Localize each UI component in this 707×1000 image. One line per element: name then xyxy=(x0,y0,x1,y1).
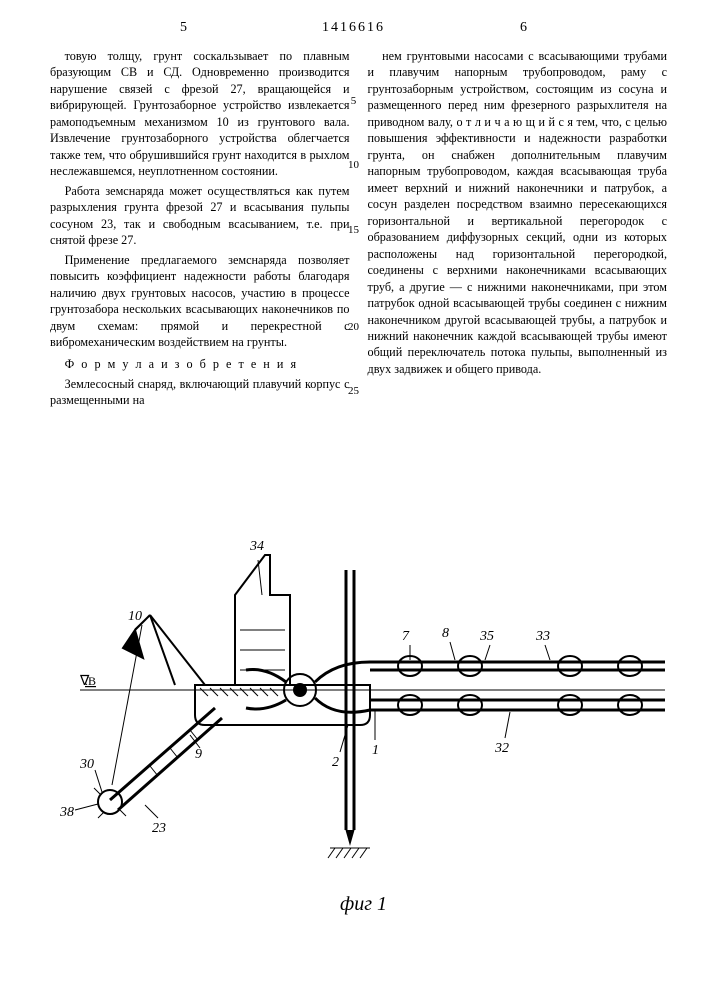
section-heading: Ф о р м у л а и з о б р е т е н и я xyxy=(50,356,350,372)
page-number-right: 6 xyxy=(520,20,527,36)
label: 35 xyxy=(479,629,494,644)
paragraph: Работа земснаряда может осуществляться к… xyxy=(50,183,350,249)
label: 23 xyxy=(152,821,166,836)
label: 2 xyxy=(332,755,339,770)
label: 7 xyxy=(402,629,410,644)
seabed-anchor xyxy=(328,848,370,858)
suction-ladder xyxy=(110,708,222,810)
pump-shaft xyxy=(294,684,306,696)
pipe-float xyxy=(558,656,582,715)
label: 33 xyxy=(535,629,550,644)
pipe-float xyxy=(618,656,642,715)
page: 5 1416616 6 5 10 15 20 25 товую толщу, г… xyxy=(0,0,707,1000)
paragraph: Землесосный снаряд, включающий плавучий … xyxy=(50,376,350,409)
label: 30 xyxy=(79,757,94,772)
figure-lines: ∇ .B xyxy=(59,539,665,915)
label: 32 xyxy=(494,741,509,756)
spud xyxy=(346,570,354,844)
figure-caption: фиг 1 xyxy=(340,893,387,915)
floating-pipeline xyxy=(370,662,665,710)
paragraph: Применение предлагаемого земснаряда позв… xyxy=(50,252,350,351)
hoist-frame xyxy=(112,615,205,785)
pipeline-floats xyxy=(398,656,642,715)
label: 1 xyxy=(372,743,379,758)
text-columns: товую толщу, грунт соскальзывает по плав… xyxy=(50,48,667,412)
paragraph: товую толщу, грунт соскальзывает по плав… xyxy=(50,48,350,180)
page-number-left: 5 xyxy=(180,20,187,36)
right-column: нем грунтовыми насосами с всасывающими т… xyxy=(368,48,668,412)
document-number: 1416616 xyxy=(322,20,385,36)
label: 34 xyxy=(249,539,264,554)
suction-connection-a xyxy=(246,670,286,683)
deck-hatch xyxy=(200,688,278,696)
pipe-float xyxy=(398,656,422,715)
pipe-float xyxy=(458,656,482,715)
label: 10 xyxy=(128,609,142,624)
label: 38 xyxy=(59,805,74,820)
waterline-symbol-b: .B xyxy=(85,674,96,688)
leader-lines xyxy=(136,560,550,818)
cutter-head xyxy=(75,770,126,818)
suction-connection-b xyxy=(246,700,286,709)
label: 8 xyxy=(442,626,449,641)
figure-1: ∇ .B xyxy=(40,510,667,980)
figure-svg: ∇ .B xyxy=(40,510,667,980)
cabin xyxy=(235,555,290,685)
left-column: товую толщу, грунт соскальзывает по плав… xyxy=(50,48,350,412)
paragraph: нем грунтовыми насосами с всасывающими т… xyxy=(368,48,668,377)
label: 9 xyxy=(195,747,202,762)
